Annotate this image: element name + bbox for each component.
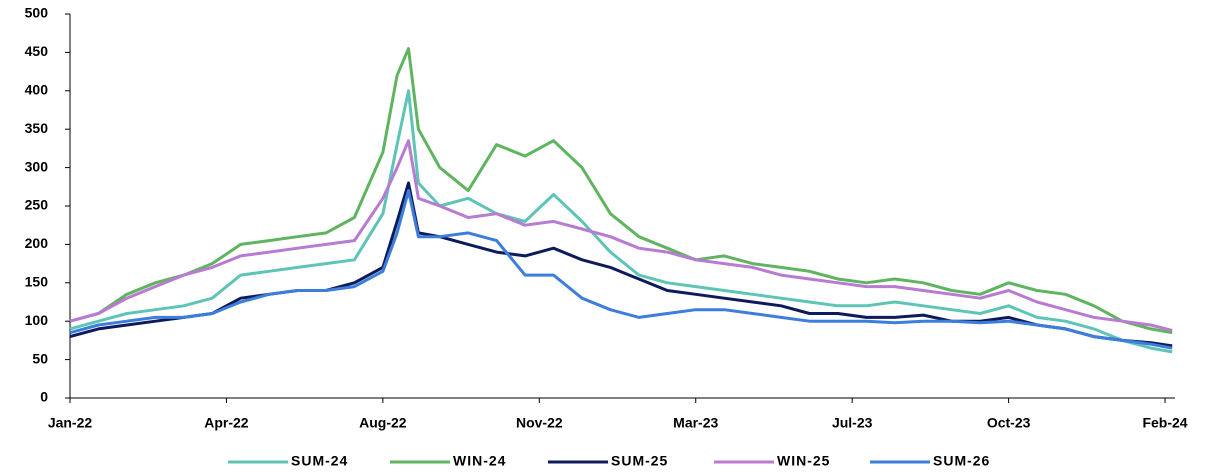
x-tick-label: Jan-22 (48, 415, 93, 431)
x-tick-label: Mar-23 (673, 415, 718, 431)
y-tick-label: 0 (40, 389, 48, 405)
series-line (69, 189, 1173, 350)
y-tick-label: 500 (25, 5, 49, 21)
series-line (69, 139, 1173, 332)
y-tick-label: 400 (25, 82, 49, 98)
series-line (69, 89, 1173, 354)
x-tick-label: Oct-23 (987, 415, 1031, 431)
legend-label: WIN-25 (777, 453, 830, 469)
x-tick-label: Jul-23 (832, 415, 873, 431)
legend-label: SUM-26 (933, 453, 990, 469)
y-tick-label: 450 (25, 43, 49, 59)
legend-label: WIN-24 (453, 453, 506, 469)
x-tick-label: Aug-22 (359, 415, 407, 431)
y-tick-label: 250 (25, 197, 49, 213)
legend-label: SUM-24 (291, 453, 348, 469)
x-tick-label: Nov-22 (516, 415, 563, 431)
y-tick-label: 350 (25, 120, 49, 136)
y-tick-label: 200 (25, 235, 49, 251)
y-tick-label: 100 (25, 312, 49, 328)
y-tick-label: 150 (25, 274, 49, 290)
series-line (69, 47, 1173, 335)
legend-label: SUM-25 (611, 453, 668, 469)
y-tick-label: 300 (25, 158, 49, 174)
y-tick-label: 50 (32, 350, 48, 366)
x-tick-label: Feb-24 (1142, 415, 1187, 431)
x-tick-label: Apr-22 (204, 415, 249, 431)
